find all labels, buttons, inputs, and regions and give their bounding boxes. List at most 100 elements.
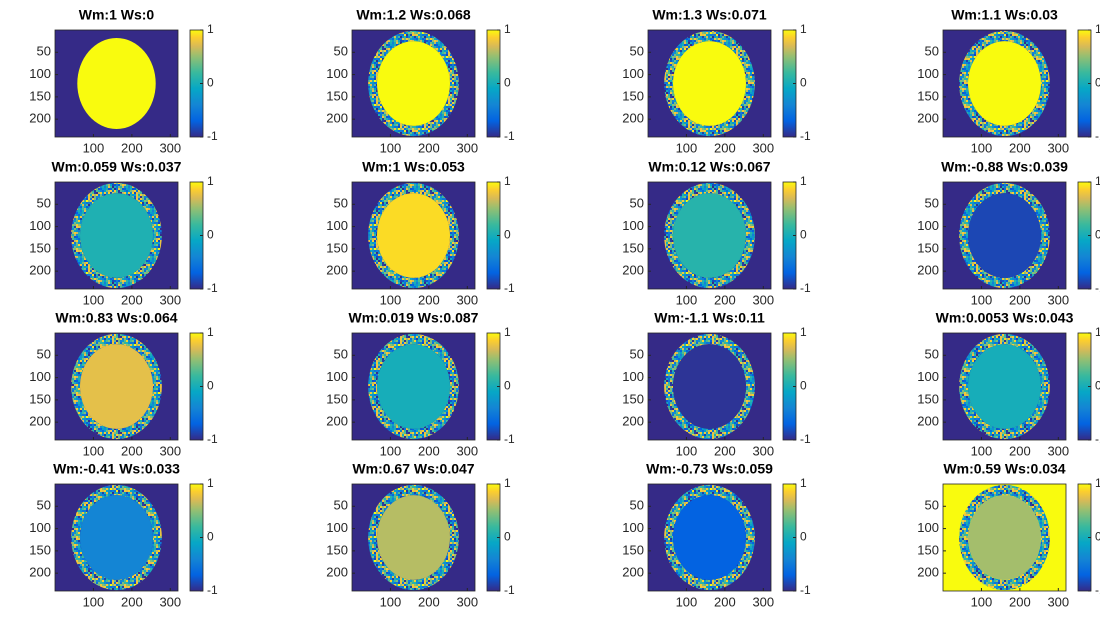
x-tick-label: 200 — [714, 443, 736, 458]
panel: Wm:1 Ws:0 50 100 150 200 100 200 300 -1 0 1 — [29, 7, 218, 156]
axes-box — [942, 181, 1067, 290]
x-tick-label: 300 — [752, 292, 774, 307]
panel: Wm:0.0053 Ws:0.043 50 100 150 200 100 200 300 -1… — [917, 310, 1100, 459]
colorbar-tick-label: 0 — [504, 228, 511, 242]
disc — [376, 193, 451, 278]
panel: Wm:1.3 Ws:0.071 50 100 150 200 100 200 300 -1 0 1 — [622, 7, 811, 156]
colorbar-tick-label: -1 — [1095, 583, 1100, 597]
x-tick-label: 100 — [83, 292, 105, 307]
panel: Wm:-0.73 Ws:0.059 50 100 150 200 100 200 300 -1 0… — [622, 461, 811, 610]
colorbar-tick-label: 0 — [800, 228, 807, 242]
y-tick-label: 200 — [622, 263, 644, 278]
colorbar-tick-label: 0 — [800, 76, 807, 90]
panel-title: Wm:0.83 Ws:0.064 — [55, 310, 177, 326]
x-tick-label: 200 — [1009, 140, 1031, 155]
colorbar-tick-label: 1 — [1095, 325, 1100, 339]
y-tick-label: 50 — [334, 196, 348, 211]
panel-title: Wm:1.2 Ws:0.068 — [356, 7, 471, 23]
panel: Wm:1.2 Ws:0.068 50 100 150 200 100 200 300 -1 0 1 — [326, 7, 515, 156]
colorbar-tick-label: 1 — [207, 476, 214, 490]
x-tick-label: 200 — [121, 140, 143, 155]
y-tick-label: 50 — [334, 498, 348, 513]
y-tick-label: 50 — [630, 347, 644, 362]
x-tick-label: 200 — [418, 443, 440, 458]
y-tick-label: 200 — [917, 565, 939, 580]
x-tick-label: 300 — [456, 292, 478, 307]
y-tick-label: 100 — [622, 218, 644, 233]
disc — [77, 38, 156, 129]
y-tick-label: 200 — [326, 414, 348, 429]
colorbar-tick-label: -1 — [207, 583, 218, 597]
y-tick-label: 50 — [37, 196, 51, 211]
colorbar-tick-label: 0 — [504, 76, 511, 90]
axes-box — [647, 483, 772, 592]
y-tick-label: 200 — [29, 111, 51, 126]
y-tick-label: 100 — [917, 66, 939, 81]
y-tick-label: 100 — [29, 520, 51, 535]
y-tick-label: 50 — [630, 196, 644, 211]
y-tick-label: 200 — [622, 414, 644, 429]
x-tick-label: 100 — [380, 594, 402, 609]
x-tick-label: 100 — [380, 292, 402, 307]
axes-box — [647, 181, 772, 290]
panel-title: Wm:-0.73 Ws:0.059 — [646, 461, 773, 477]
disc — [79, 344, 154, 429]
y-tick-label: 50 — [925, 196, 939, 211]
x-tick-label: 100 — [380, 443, 402, 458]
y-tick-label: 100 — [917, 369, 939, 384]
colorbar-tick-label: 1 — [504, 476, 511, 490]
x-tick-label: 200 — [418, 594, 440, 609]
colorbar-tick-label: 1 — [207, 174, 214, 188]
colorbar-tick-label: -1 — [504, 129, 515, 143]
colorbar-tick-label: 0 — [1095, 76, 1100, 90]
y-tick-label: 100 — [29, 369, 51, 384]
y-tick-label: 150 — [622, 542, 644, 557]
y-tick-label: 150 — [29, 240, 51, 255]
y-tick-label: 50 — [925, 498, 939, 513]
colorbar-tick-label: 1 — [1095, 22, 1100, 36]
y-tick-label: 100 — [326, 218, 348, 233]
panel-title: Wm:0.0053 Ws:0.043 — [936, 310, 1074, 326]
x-tick-label: 100 — [83, 140, 105, 155]
panel: Wm:0.019 Ws:0.087 50 100 150 200 100 200 300 -1 0… — [326, 310, 515, 459]
colorbar-tick-label: -1 — [207, 281, 218, 295]
x-tick-label: 300 — [1047, 292, 1069, 307]
y-tick-label: 100 — [917, 218, 939, 233]
y-tick-label: 200 — [917, 111, 939, 126]
axes-box — [351, 181, 476, 290]
y-tick-label: 50 — [37, 498, 51, 513]
x-tick-label: 300 — [456, 594, 478, 609]
colorbar-tick-label: 0 — [800, 530, 807, 544]
x-tick-label: 100 — [971, 443, 993, 458]
colorbar-tick-label: 1 — [800, 476, 807, 490]
colorbar-tick-label: 0 — [207, 530, 214, 544]
x-tick-label: 200 — [121, 443, 143, 458]
x-tick-label: 200 — [1009, 443, 1031, 458]
x-tick-label: 200 — [714, 292, 736, 307]
panel-title: Wm:0.59 Ws:0.034 — [943, 461, 1065, 477]
disc — [376, 41, 451, 126]
panel-title: Wm:1 Ws:0.053 — [362, 159, 465, 175]
colorbar-tick-label: -1 — [504, 281, 515, 295]
x-tick-label: 100 — [676, 594, 698, 609]
y-tick-label: 200 — [326, 263, 348, 278]
colorbar-tick-label: 1 — [207, 325, 214, 339]
axes-box — [54, 332, 179, 441]
disc — [79, 193, 154, 278]
colorbar-tick-label: 1 — [504, 22, 511, 36]
x-tick-label: 300 — [752, 594, 774, 609]
panel: Wm:-1.1 Ws:0.11 50 100 150 200 100 200 300 -1 0 1 — [622, 310, 811, 459]
y-tick-label: 100 — [622, 369, 644, 384]
colorbar-tick-label: 0 — [1095, 379, 1100, 393]
y-tick-label: 200 — [29, 565, 51, 580]
y-tick-label: 150 — [29, 542, 51, 557]
y-tick-label: 100 — [622, 66, 644, 81]
disc — [967, 344, 1042, 429]
y-tick-label: 100 — [917, 520, 939, 535]
panel: Wm:1 Ws:0.053 50 100 150 200 100 200 300 -1 0 1 — [326, 159, 515, 308]
y-tick-label: 150 — [326, 391, 348, 406]
panel: Wm:0.12 Ws:0.067 50 100 150 200 100 200 300 -1 0 1 — [622, 159, 811, 308]
x-tick-label: 200 — [418, 140, 440, 155]
x-tick-label: 100 — [676, 140, 698, 155]
